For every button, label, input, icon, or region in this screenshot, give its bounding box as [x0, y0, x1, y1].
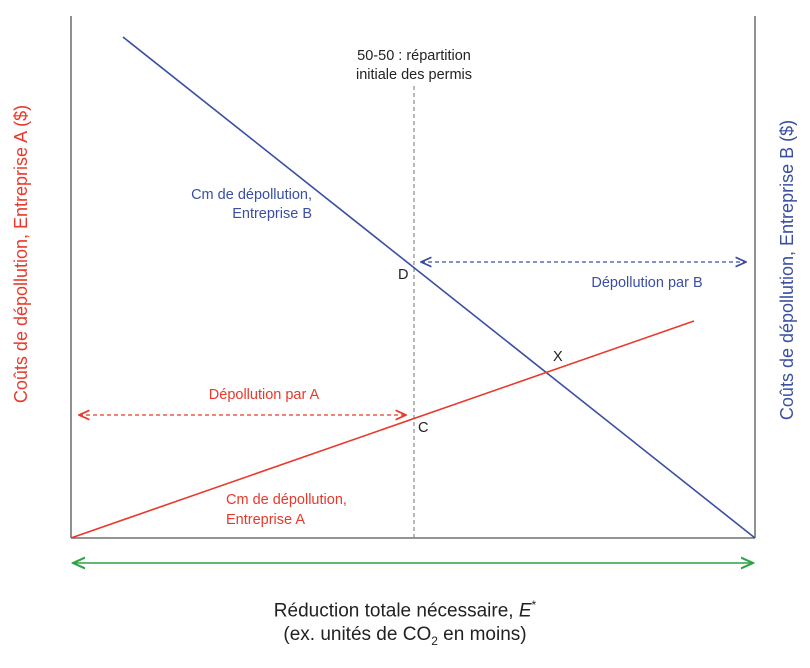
x-axis-title-line2: (ex. unités de CO2 en moins) [0, 624, 810, 648]
point-d-label: D [398, 267, 408, 283]
point-x-label: X [553, 349, 563, 365]
x-axis-title-line1: Réduction totale nécessaire, E* [0, 598, 810, 622]
point-c-label: C [418, 420, 428, 436]
x-title-variable: E [518, 600, 532, 622]
x-title-superscript: * [531, 598, 537, 612]
abatement-b-label: Dépollution par B [591, 275, 702, 291]
abatement-a-label: Dépollution par A [209, 387, 320, 403]
right-axis-title: Coûts de dépollution, Entreprise B ($) [777, 120, 797, 420]
curve-b-label-line1: Cm de dépollution, [191, 187, 312, 203]
left-axis-title: Coûts de dépollution, Entreprise A ($) [11, 105, 31, 403]
x-title2-prefix: (ex. unités de CO [283, 624, 432, 645]
x-title2-subscript: 2 [431, 633, 438, 648]
curve-a-label-line2: Entreprise A [226, 512, 305, 528]
split-label-line2: initiale des permis [356, 67, 472, 83]
curve-b-label-line2: Entreprise B [232, 206, 312, 222]
x-title2-suffix: en moins) [437, 624, 527, 645]
curve-a-label-line1: Cm de dépollution, [226, 492, 347, 508]
mc-curve-firm-b [122, 36, 756, 539]
x-title-prefix: Réduction totale nécessaire, [273, 600, 519, 622]
split-label-line1: 50-50 : répartition [357, 48, 471, 64]
mc-curve-firm-a [70, 320, 695, 539]
